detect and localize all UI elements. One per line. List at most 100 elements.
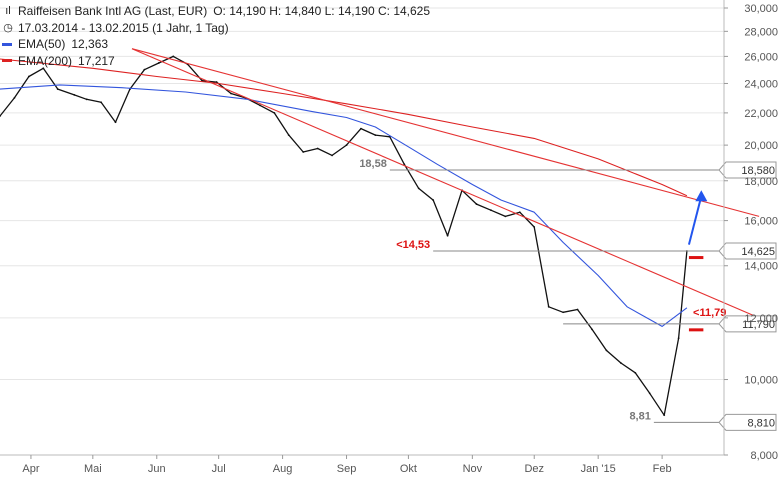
x-tick-label: Nov [463, 463, 483, 475]
x-tick-label: Mai [84, 463, 102, 475]
series-layer [0, 48, 760, 417]
y-tick-label: 20,000 [744, 140, 778, 152]
price-point [0, 115, 1, 117]
price-point [605, 349, 608, 352]
chart-legend: ıl Raiffeisen Bank Intl AG (Last, EUR) O… [2, 3, 430, 69]
y-tick-label: 28,000 [744, 26, 778, 38]
level-value-box [718, 413, 777, 431]
price-point [591, 328, 593, 331]
price-point [258, 104, 261, 107]
y-tick-label: 26,000 [744, 51, 778, 63]
level-value-box [718, 161, 777, 179]
level-annotation: 18,58 [359, 158, 387, 170]
price-point [648, 392, 651, 395]
x-tick-label: Jul [212, 463, 226, 475]
y-tick-label: 14,000 [744, 261, 778, 273]
price-point [518, 211, 521, 214]
price-point [345, 144, 348, 147]
price-point [302, 151, 305, 153]
ohlc-values: O: 14,190 H: 14,840 L: 14,190 C: 14,625 [213, 4, 431, 18]
ema200-row: EMA(200) 17,217 [2, 53, 430, 70]
price-point [562, 311, 565, 314]
price-point [73, 94, 76, 96]
x-tick-label: Apr [22, 463, 39, 475]
x-tick-label: Sep [337, 463, 357, 475]
price-point [634, 371, 637, 374]
ema200-swatch [2, 59, 12, 63]
level-annotation: <11,79 [693, 307, 726, 319]
trendline [131, 48, 760, 319]
price-point [576, 308, 579, 311]
price-point [360, 127, 362, 130]
price-point [663, 414, 666, 417]
price-point [504, 215, 507, 218]
trendline [131, 48, 760, 217]
up-arrow-shaft [687, 196, 703, 245]
price-point [533, 226, 536, 228]
chart-title: Raiffeisen Bank Intl AG (Last, EUR) [18, 4, 208, 18]
ema200-label: EMA(200) [18, 53, 73, 68]
price-point [27, 75, 30, 78]
price-point [42, 67, 45, 70]
price-point [172, 55, 175, 58]
x-tick-label: Feb [653, 463, 672, 475]
clock-icon: ◷ [3, 21, 13, 34]
y-tick-label: 10,000 [744, 375, 778, 387]
y-tick-label: 18,000 [744, 176, 778, 188]
ema200-value: 17,217 [78, 53, 115, 68]
ema50-row: EMA(50) 12,363 [2, 36, 430, 53]
period-row: ◷ 17.03.2014 - 13.02.2015 (1 Jahr, 1 Tag… [2, 20, 430, 37]
level-value-label: 18,580 [741, 165, 775, 177]
ema50-value: 12,363 [71, 37, 109, 51]
title-row: ıl Raiffeisen Bank Intl AG (Last, EUR) O… [2, 3, 430, 20]
x-axis: Apr Mai Jun Jul Aug Sep Okt Nov Dez Jan '15 Feb [0, 454, 724, 475]
price-point [374, 134, 377, 137]
y-tick-label: 22,000 [744, 108, 778, 120]
price-point [619, 362, 622, 364]
y-tick-label: 8,000 [750, 450, 778, 462]
level-value-label: 8,810 [747, 417, 775, 429]
price-point [446, 234, 449, 237]
candlestick-icon: ıl [5, 5, 11, 17]
level-value-box [718, 242, 777, 260]
ema200-line [0, 58, 688, 197]
y-tick-label: 24,000 [744, 78, 778, 90]
price-point [13, 96, 16, 99]
price-line [0, 55, 688, 416]
price-point [417, 187, 420, 190]
level-value-box [718, 315, 777, 333]
x-tick-label: Dez [524, 463, 544, 475]
level-annotation: <14,53 [396, 239, 430, 251]
price-point [331, 154, 333, 157]
up-arrow-head [695, 190, 708, 202]
ema50-line [0, 84, 688, 327]
price-point [230, 92, 232, 95]
price-point [143, 68, 146, 71]
x-tick-label: Jan '15 [581, 463, 616, 475]
price-point [287, 134, 290, 137]
price-point [273, 111, 276, 114]
level-value-label: 14,625 [741, 246, 775, 258]
ema50-label: EMA(50) [18, 37, 66, 51]
y-tick-label: 16,000 [744, 216, 778, 228]
price-point [547, 305, 550, 308]
x-tick-label: Aug [273, 463, 293, 475]
price-point [157, 62, 160, 64]
level-annotation: 8,81 [629, 410, 650, 422]
y-tick-label: 30,000 [744, 3, 778, 15]
ema50-swatch [2, 42, 12, 46]
price-point [475, 203, 478, 205]
period-text: 17.03.2014 - 13.02.2015 (1 Jahr, 1 Tag) [18, 20, 229, 35]
x-tick-label: Jun [148, 463, 166, 475]
price-point [316, 147, 319, 150]
price-point [85, 98, 88, 101]
price-point [56, 88, 59, 91]
price-point [677, 337, 680, 340]
grid-lines [0, 7, 724, 456]
level-lines: 18,580 18,58 14,625 <14,53 11,790 <11,79 8,810… [359, 158, 777, 431]
price-point [114, 121, 117, 124]
level-value-label: 11,790 [742, 319, 775, 331]
y-axis: 8,000 10,000 12,000 14,000 16,000 18,000 20,00… [723, 0, 778, 462]
price-point [490, 209, 492, 212]
